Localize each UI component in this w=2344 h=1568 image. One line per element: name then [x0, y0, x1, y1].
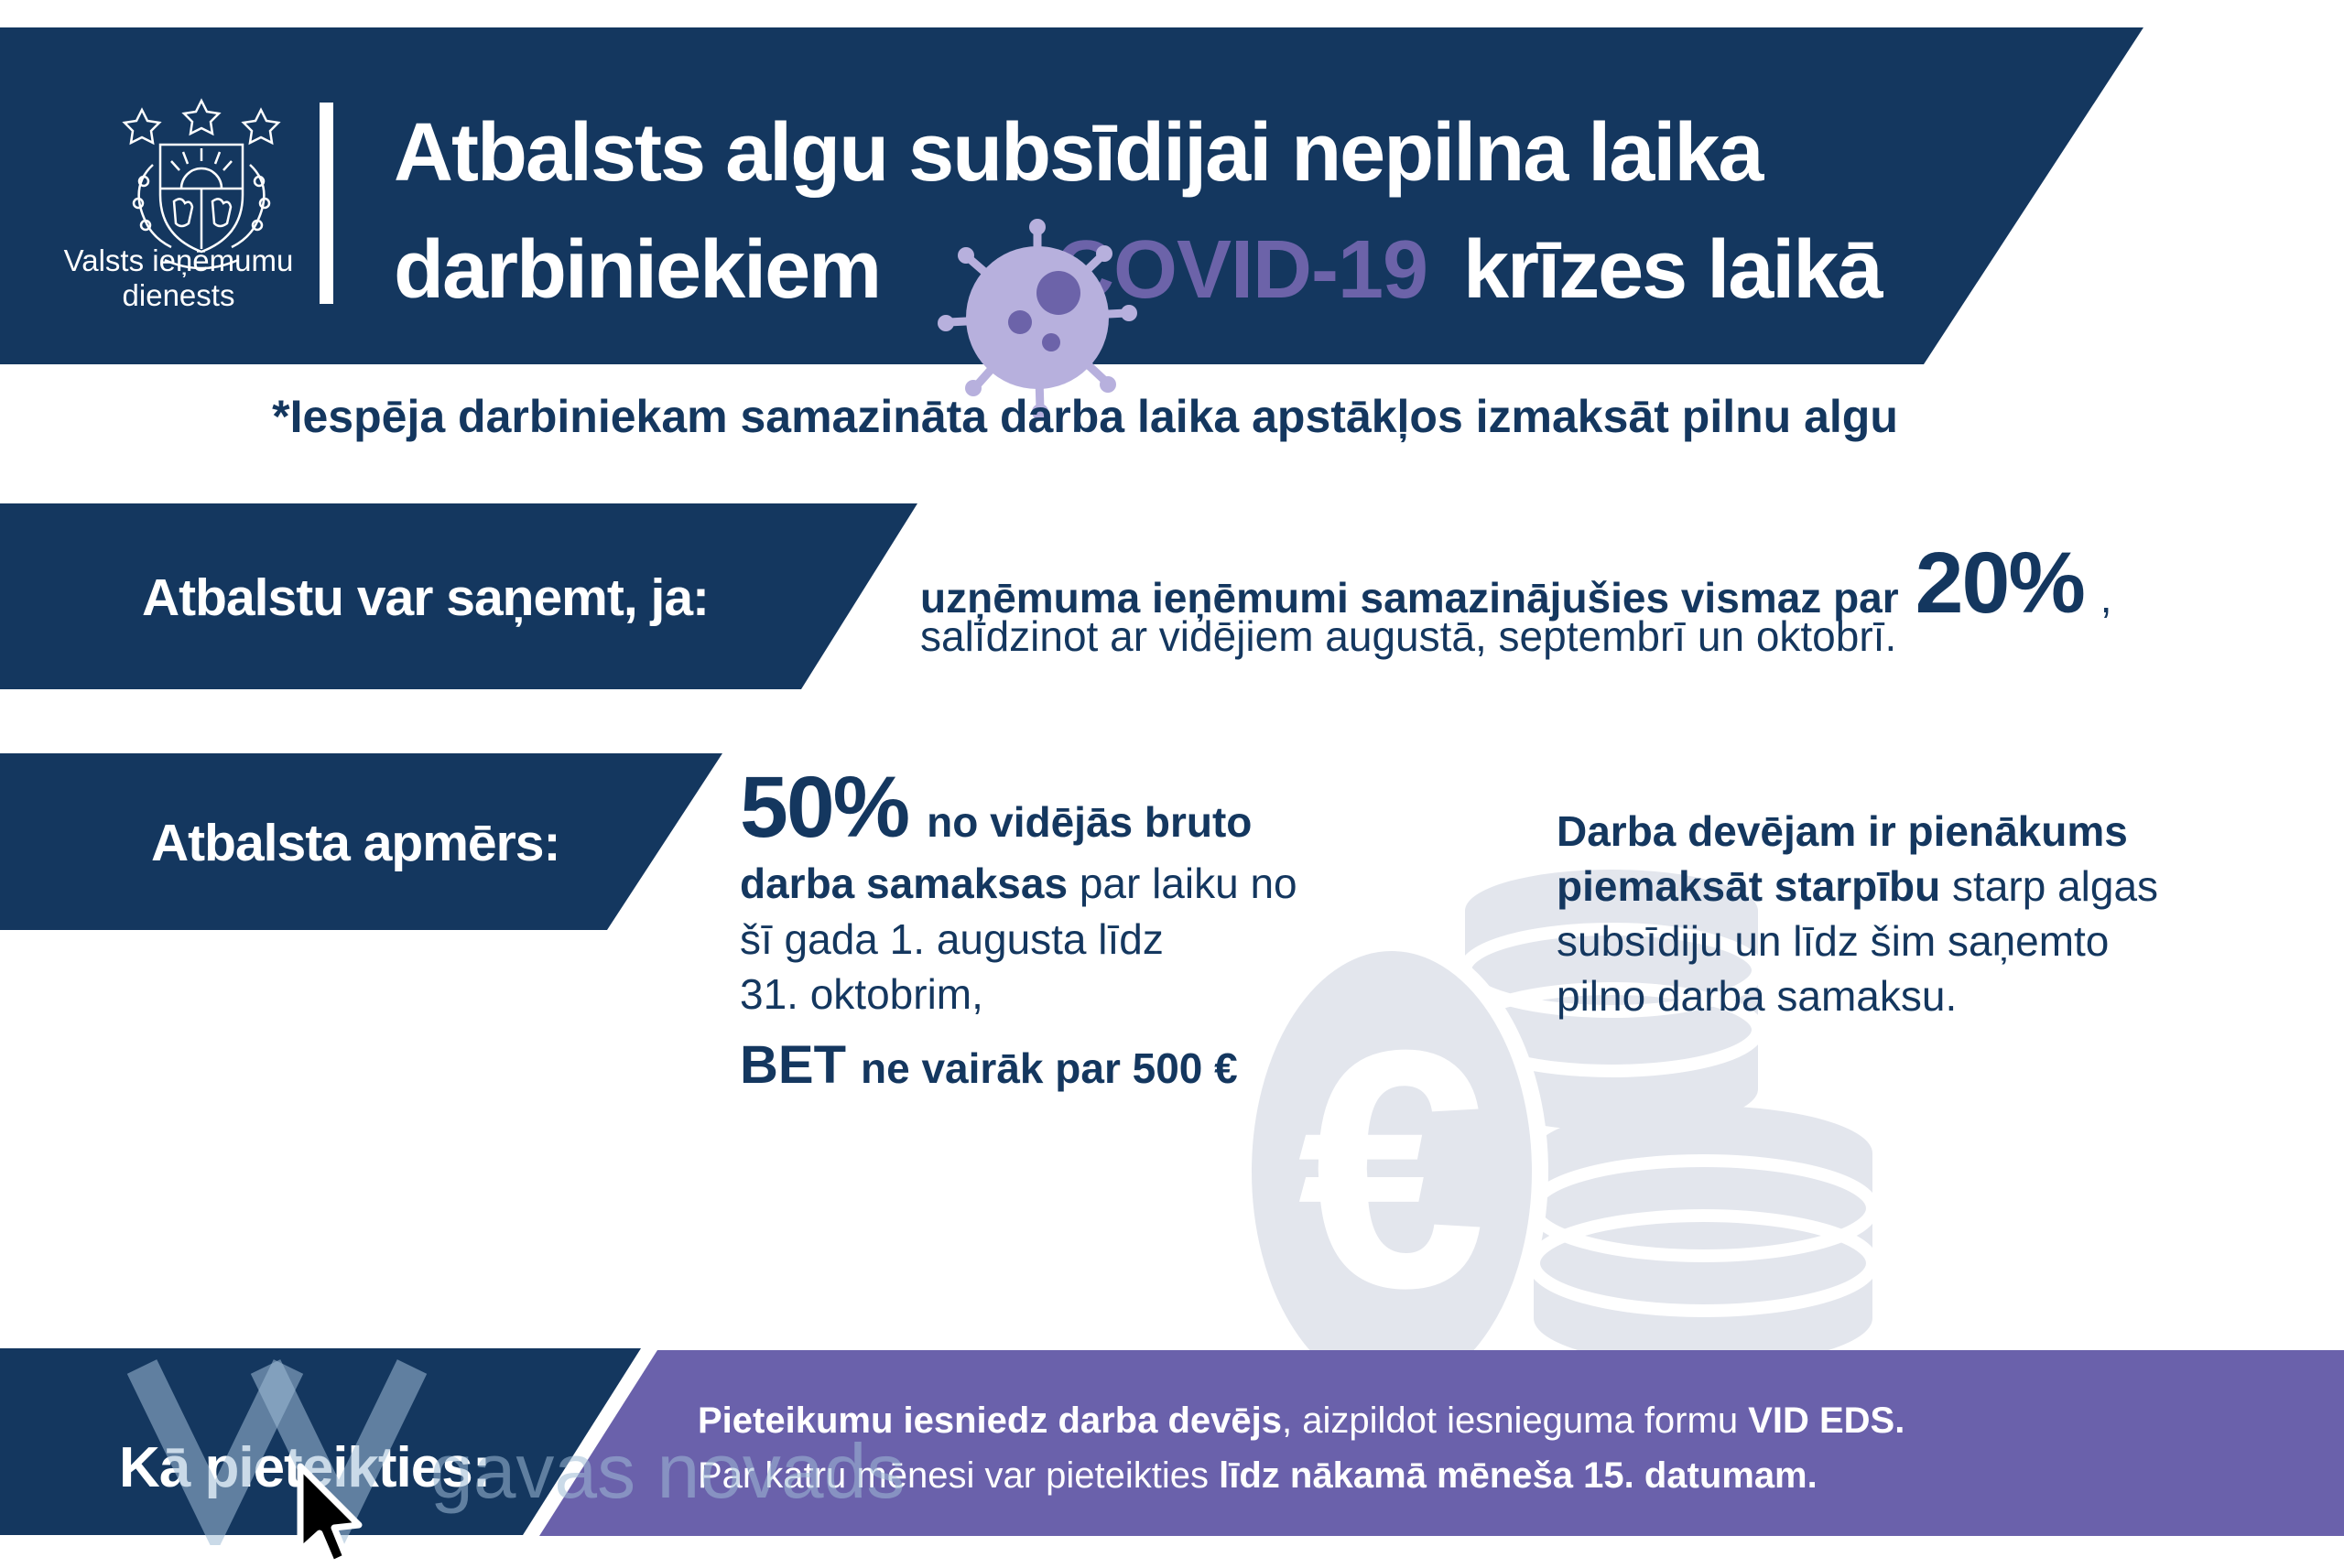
- section2-line2-reg: par laiku no: [1079, 860, 1297, 907]
- apply-text: Pieteikumu iesniedz darba devējs, aizpil…: [698, 1393, 1904, 1503]
- right-line1: Darba devējam ir pienākums: [1557, 804, 2252, 859]
- section1-line2: salīdzinot ar vidējiem augustā, septembr…: [920, 612, 1897, 660]
- page-title-line2-pre: darbiniekiem: [394, 224, 882, 316]
- section2-line2: darba samaksas par laiku no: [740, 862, 1297, 904]
- section2-line4: 31. oktobrim,: [740, 970, 983, 1018]
- apply-line2-reg: Par katru mēnesi var pieteikties: [698, 1455, 1220, 1496]
- section1-label: Atbalstu var saņemt, ja:: [142, 568, 710, 627]
- section1-big-suffix: ,: [2100, 574, 2112, 622]
- section1-line1: uzņēmuma ieņēmumi samazinājušies vismaz …: [920, 540, 2112, 627]
- mouse-cursor-icon: [297, 1463, 363, 1567]
- apply-line1-reg: , aizpildot iesnieguma formu: [1282, 1400, 1749, 1441]
- euro-coin-icon: €: [1235, 935, 1548, 1409]
- right-line2-bold: piemaksāt starpību: [1557, 862, 1953, 910]
- subtitle: *Iespēja darbiniekam samazināta darba la…: [272, 391, 1898, 442]
- right-line2: piemaksāt starpību starp algas: [1557, 859, 2252, 914]
- right-line1-bold: Darba devējam ir pienākums: [1557, 807, 2128, 855]
- apply-line1: Pieteikumu iesniedz darba devējs, aizpil…: [698, 1393, 1904, 1448]
- section2-limit-row: BET ne vairāk par 500 €: [740, 1039, 1238, 1092]
- right-line4: pilno darba samaksu.: [1557, 972, 1958, 1020]
- page-title-line1: Atbalsts algu subsīdijai nepilna laika: [394, 107, 1763, 199]
- section2-bet-rest: ne vairāk par 500 €: [861, 1044, 1238, 1092]
- municipality-watermark: gavas novads: [126, 1359, 905, 1545]
- page-title-line2-post: krīzes laikā: [1463, 224, 1883, 316]
- org-name-line1: Valsts ieņēmumu: [63, 243, 294, 277]
- section2-line3: šī gada 1. augusta līdz: [740, 915, 1164, 963]
- apply-line2-bold: līdz nākamā mēneša 15. datumam.: [1219, 1455, 1818, 1496]
- org-name-line2: dienests: [122, 278, 235, 312]
- euro-symbol: €: [1297, 980, 1486, 1358]
- section1-line1-text: uzņēmuma ieņēmumi samazinājušies vismaz …: [920, 574, 1899, 622]
- org-name: Valsts ieņēmumu dienests: [32, 243, 325, 313]
- right-line3: subsīdiju un līdz šim saņemto: [1557, 917, 2110, 965]
- watermark-text: gavas novads: [430, 1428, 905, 1514]
- latvia-coat-of-arms-icon: [122, 98, 281, 270]
- apply-line1-bold: Pieteikumu iesniedz darba devējs: [698, 1400, 1283, 1441]
- apply-line2: Par katru mēnesi var pieteikties līdz nā…: [698, 1448, 1904, 1503]
- virus-icon: [938, 219, 1137, 420]
- section2-label: Atbalsta apmērs:: [151, 814, 560, 872]
- coin-stack-lower: [1527, 1106, 1879, 1366]
- euro-coins-icon: €: [1235, 870, 1879, 1409]
- section2-right-column: Darba devējam ir pienākums piemaksāt sta…: [1557, 804, 2252, 1023]
- header-separator: [320, 103, 333, 304]
- apply-line1-bold2: VID EDS.: [1748, 1400, 1905, 1441]
- section2-bet: BET: [740, 1035, 846, 1095]
- section2-big-value: 50%: [740, 759, 910, 856]
- section1-big-value: 20%: [1915, 535, 2086, 632]
- section2-amount-row: 50% no vidējās bruto: [740, 764, 1252, 851]
- right-line2-reg: starp algas: [1952, 862, 2159, 910]
- covid-19-label: COVID-19: [1055, 224, 1428, 316]
- section2-after-big: no vidējās bruto: [927, 798, 1253, 846]
- section2-line2-bold: darba samaksas: [740, 860, 1080, 907]
